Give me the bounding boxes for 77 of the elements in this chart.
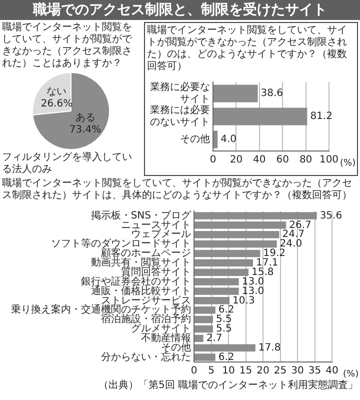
bar (194, 212, 317, 220)
chart-title: 職場でインターネット閲覧をしていて、サイトが閲覧ができなかった（アクセス制限された）ことはありますか？ (2, 22, 133, 70)
bar (194, 334, 204, 342)
y-tick-label: 掲示板・SNS・ブログ (90, 209, 192, 222)
chart-title: 職場でインターネット閲覧をしていて、サイトが閲覧ができなかった（アクセス制限された）サイトは、具体的にどのようなサイトですか？（複数回答可） (2, 178, 353, 202)
bar (194, 250, 260, 258)
bar (194, 354, 216, 361)
data-label: 24.0 (280, 238, 302, 250)
data-label: 15.8 (252, 266, 274, 278)
bar (194, 230, 280, 238)
data-label: 6.2 (218, 304, 234, 316)
bar (214, 130, 218, 148)
data-label: 26.6% (40, 98, 73, 110)
text: 職場でのアクセス制限と、制限を受けたサイト (0, 0, 360, 20)
y-tick-label: 質問回答サイト (121, 266, 191, 278)
data-label: 13.0 (242, 286, 264, 297)
x-tick-label: 0 (210, 154, 216, 166)
y-tick-label: 業務に必要なサイト (150, 81, 210, 106)
x-tick-label: 40 (253, 154, 266, 166)
data-label: 24.7 (282, 229, 304, 240)
data-label: 38.6 (260, 88, 284, 100)
bar (194, 240, 277, 248)
data-label: 10.3 (232, 295, 255, 306)
data-label: 5.5 (216, 324, 232, 335)
data-label: 26.7 (289, 220, 312, 231)
data-label: 2.7 (206, 333, 222, 344)
y-tick-label: 動画共有・閲覧サイト (91, 256, 191, 268)
x-tick-label: 20 (256, 366, 270, 377)
y-tick-label: ウェブメール (131, 228, 191, 240)
x-tick-label: 10 (222, 366, 235, 377)
y-tick-label: 業務には必要のないサイト (150, 104, 210, 128)
x-tick-label: 0 (190, 366, 198, 377)
chart-title: 職場でインターネット閲覧をしていて、サイトが閲覧ができなかった（アクセス制限された）のは、どのようなサイトですか？（複数回答可） (147, 25, 348, 73)
bar (194, 268, 249, 276)
slice-label: ない (46, 86, 67, 98)
x-tick-label: 60 (276, 154, 289, 166)
x-tick-label: 25 (274, 366, 287, 377)
text: フィルタリングを導入している法人のみ (2, 152, 133, 176)
y-tick-label: 銀行や証券会社のサイト (81, 275, 191, 288)
x-axis-title: (%) (343, 369, 359, 380)
x-tick-label: 15 (239, 366, 252, 377)
data-label: 17.1 (256, 258, 278, 268)
bar (194, 288, 239, 295)
bar (194, 259, 253, 267)
y-tick-label: 分からない・忘れた (101, 350, 191, 363)
data-label: 19.2 (263, 248, 286, 260)
x-tick-label: 5 (208, 366, 214, 377)
x-axis-title: (%) (340, 158, 356, 168)
data-label: 6.2 (218, 352, 234, 363)
bar (214, 84, 258, 102)
y-tick-label: 不動産情報 (141, 332, 191, 344)
x-tick-label: 100 (319, 154, 339, 166)
data-label: 73.4% (69, 124, 102, 136)
data-label: 35.6 (320, 210, 342, 222)
x-tick-label: 30 (291, 366, 304, 377)
y-tick-label: その他 (180, 133, 210, 146)
data-label: 81.2 (310, 111, 332, 122)
bar (194, 278, 239, 286)
data-label: 5.5 (216, 314, 232, 326)
bar (194, 344, 256, 352)
data-label: 17.8 (258, 342, 281, 354)
y-tick-label: 通販・価格比較サイト (91, 284, 191, 297)
bar (194, 306, 216, 314)
bar (194, 316, 213, 324)
x-tick-label: 80 (299, 154, 312, 166)
x-tick-label: 35 (308, 366, 322, 377)
y-tick-label: その他 (161, 341, 191, 354)
data-label: 13.0 (242, 276, 264, 288)
bar (194, 222, 286, 229)
bar (194, 325, 213, 333)
bar (194, 297, 230, 304)
data-label: 4.0 (220, 134, 237, 146)
text: （出典）「第5回 職場でのインターネット利用実態調査」 (97, 380, 358, 392)
x-tick-label: 20 (230, 154, 243, 166)
slice-label: ある (75, 112, 96, 124)
x-tick-label: 40 (326, 366, 338, 377)
bar (214, 108, 308, 126)
